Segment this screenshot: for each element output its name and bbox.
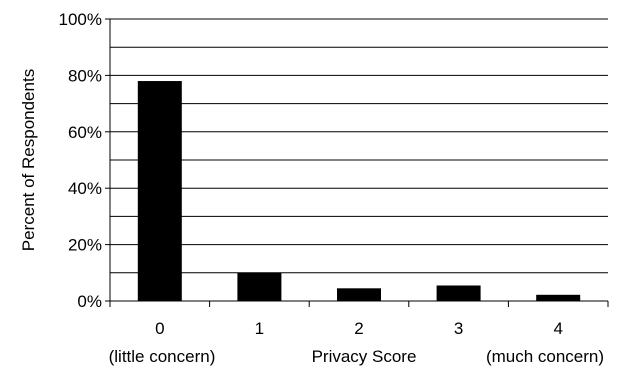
bar-1 — [237, 272, 282, 301]
x-axis — [109, 300, 609, 307]
x-tick-labels: 0 1 2 3 4 — [155, 319, 563, 338]
x-note-first: (little concern) — [109, 347, 216, 366]
y-tick-label: 100% — [59, 10, 102, 29]
x-tick-label: 1 — [255, 319, 264, 338]
y-tick-label: 60% — [68, 123, 102, 142]
grid-lines — [109, 18, 608, 301]
bar-3 — [436, 285, 481, 301]
y-tick-label: 80% — [68, 66, 102, 85]
bar-0 — [137, 81, 182, 301]
y-tick-label: 20% — [68, 236, 102, 255]
y-tick-label: 0% — [77, 292, 102, 311]
y-tick-label: 40% — [68, 179, 102, 198]
x-tick-label: 0 — [155, 319, 164, 338]
y-tick-labels: 0% 20% 40% 60% 80% 100% — [59, 10, 110, 311]
x-tick-label: 4 — [553, 319, 562, 338]
y-axis-title: Percent of Respondents — [19, 69, 38, 251]
x-note-last: (much concern) — [486, 347, 604, 366]
bars — [137, 81, 581, 301]
bar-2 — [337, 288, 381, 301]
x-axis-title: Privacy Score — [312, 347, 417, 366]
bar-4 — [536, 294, 581, 301]
x-tick-label: 2 — [354, 319, 363, 338]
x-tick-label: 3 — [454, 319, 463, 338]
